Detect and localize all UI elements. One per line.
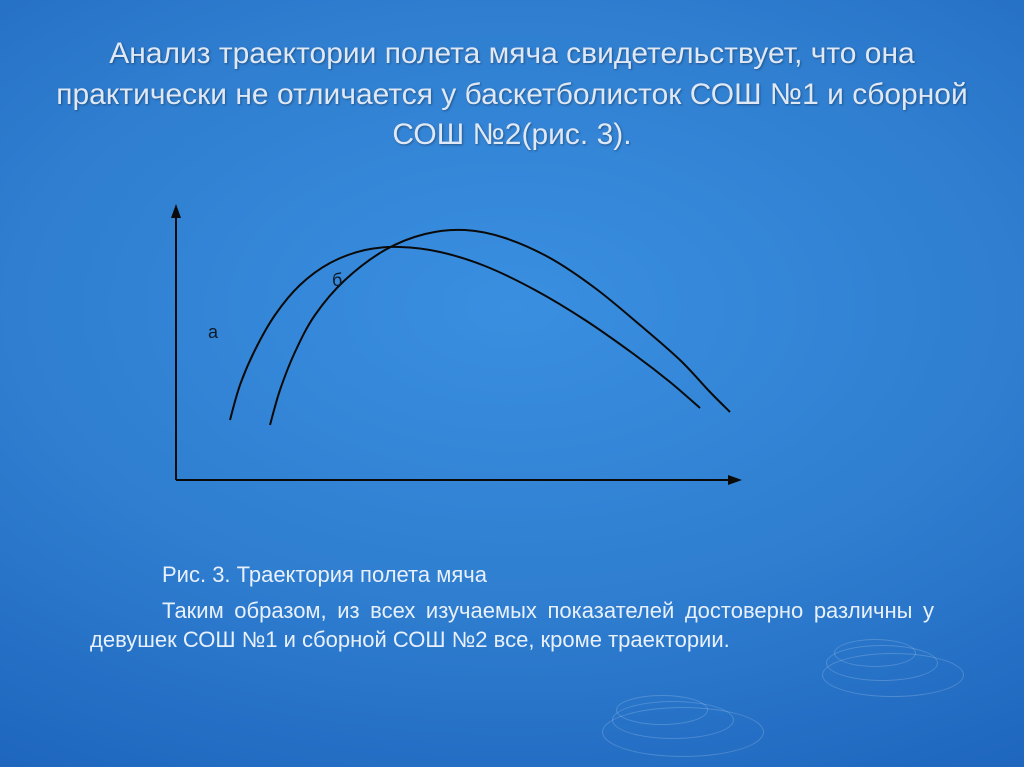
slide-title: Анализ траектории полета мяча свидетельс… <box>40 34 984 156</box>
curve-b-label: б <box>332 270 342 291</box>
ripple-decor <box>616 695 708 725</box>
caption-paragraph: Таким образом, из всех изучаемых показат… <box>90 596 934 655</box>
figure-label: Рис. 3. Траектория полета мяча <box>162 560 934 590</box>
trajectory-chart: а б <box>140 200 780 510</box>
curve-a-label: а <box>208 322 218 343</box>
caption-block: Рис. 3. Траектория полета мяча Таким обр… <box>90 560 934 655</box>
chart-svg <box>140 200 780 510</box>
